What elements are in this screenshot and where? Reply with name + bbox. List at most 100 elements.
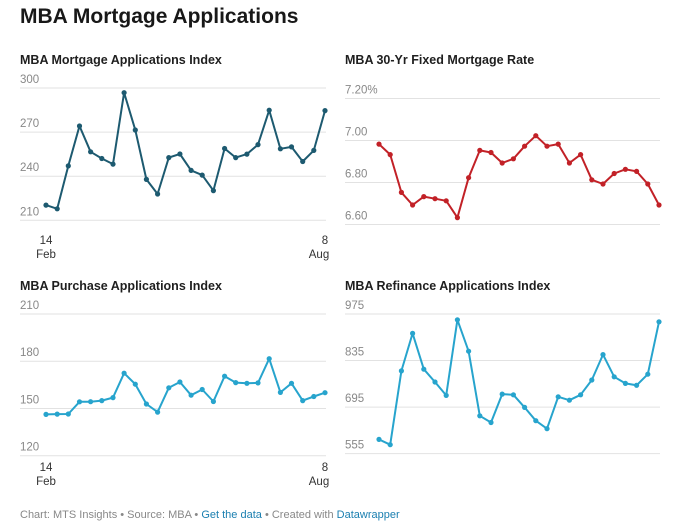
data-point [600, 181, 606, 187]
data-point [266, 107, 272, 113]
data-point [443, 198, 449, 204]
x-tick-day: 14 [40, 235, 53, 247]
data-point [387, 152, 393, 158]
data-point [387, 442, 393, 448]
footer-separator: • [191, 509, 202, 521]
series-line [378, 134, 660, 219]
data-point [110, 161, 116, 167]
data-point [544, 426, 550, 432]
y-tick-label: 7.20% [345, 85, 378, 97]
footer-separator: • [117, 509, 128, 521]
y-tick-label: 300 [20, 74, 39, 86]
data-point [121, 370, 127, 376]
y-tick-label: 835 [345, 347, 364, 359]
data-point [488, 149, 494, 156]
y-tick-label: 555 [345, 440, 364, 452]
data-point [645, 371, 651, 377]
data-point [555, 394, 561, 400]
y-tick-label: 210 [20, 300, 39, 312]
data-point [611, 170, 617, 177]
data-point [589, 177, 595, 183]
data-point [199, 386, 205, 393]
data-point [421, 366, 427, 372]
data-point [499, 391, 505, 397]
data-point [143, 401, 149, 407]
data-point [210, 398, 216, 405]
data-point [322, 108, 328, 114]
data-point [277, 389, 283, 395]
data-point [65, 411, 71, 417]
data-point [656, 319, 662, 325]
data-point [199, 172, 205, 178]
get-the-data-link[interactable]: Get the data [201, 509, 262, 521]
data-point [233, 380, 239, 386]
data-point [477, 413, 483, 419]
y-tick-label: 240 [20, 162, 39, 174]
data-point [244, 151, 250, 157]
chart-title: MBA Mortgage Applications Index [20, 53, 222, 67]
x-tick-day: 8 [322, 462, 328, 474]
data-point [589, 377, 595, 383]
y-tick-label: 6.60 [345, 211, 367, 223]
data-point [466, 348, 472, 354]
data-point [222, 373, 228, 379]
data-point [398, 189, 404, 195]
data-point [522, 143, 528, 149]
data-point [65, 163, 71, 169]
chart-title: MBA Purchase Applications Index [20, 279, 222, 293]
y-tick-label: 120 [20, 442, 39, 454]
data-point [311, 147, 317, 153]
data-point [510, 392, 516, 398]
data-point [300, 158, 306, 165]
data-point [121, 90, 127, 96]
data-point [432, 196, 438, 202]
datawrapper-link[interactable]: Datawrapper [336, 509, 400, 521]
footer: Chart: MTS Insights • Source: MBA • Get … [20, 509, 400, 521]
data-point [566, 397, 573, 403]
data-point [99, 398, 105, 404]
chart-title: MBA Refinance Applications Index [345, 279, 550, 293]
data-point [300, 398, 306, 404]
y-tick-label: 7.00 [345, 127, 367, 139]
data-point [177, 151, 183, 157]
data-point [322, 390, 328, 396]
footer-chart-credit: Chart: MTS Insights [20, 509, 118, 521]
data-point [222, 145, 228, 152]
chart-title: MBA 30-Yr Fixed Mortgage Rate [345, 53, 534, 67]
data-point [311, 393, 317, 400]
data-point [288, 144, 295, 150]
data-point [611, 374, 617, 380]
data-point [454, 215, 460, 221]
data-point [656, 202, 662, 208]
data-point [376, 436, 382, 442]
data-point [177, 379, 183, 385]
data-point [166, 385, 172, 391]
data-point [578, 152, 584, 158]
data-point [634, 168, 640, 174]
data-point [244, 380, 250, 386]
data-point [432, 379, 438, 385]
data-point [288, 380, 295, 386]
y-tick-label: 270 [20, 118, 39, 130]
data-point [443, 392, 449, 398]
data-point [398, 368, 404, 374]
data-point [255, 142, 261, 148]
data-point [578, 392, 584, 398]
data-point [634, 382, 640, 388]
y-tick-label: 210 [20, 206, 39, 218]
data-point [522, 404, 528, 410]
data-point [488, 419, 494, 426]
data-point [76, 123, 83, 129]
footer-created-with: • Created with [261, 509, 337, 521]
data-point [233, 155, 239, 161]
data-point [454, 317, 460, 323]
x-tick-month: Feb [36, 476, 56, 488]
x-tick-month: Aug [309, 249, 329, 261]
x-tick-month: Feb [36, 249, 56, 261]
data-point [477, 147, 483, 153]
footer-source: Source: MBA [127, 509, 192, 521]
data-point [555, 141, 561, 147]
y-tick-label: 975 [345, 300, 364, 312]
x-tick-month: Aug [309, 476, 329, 488]
